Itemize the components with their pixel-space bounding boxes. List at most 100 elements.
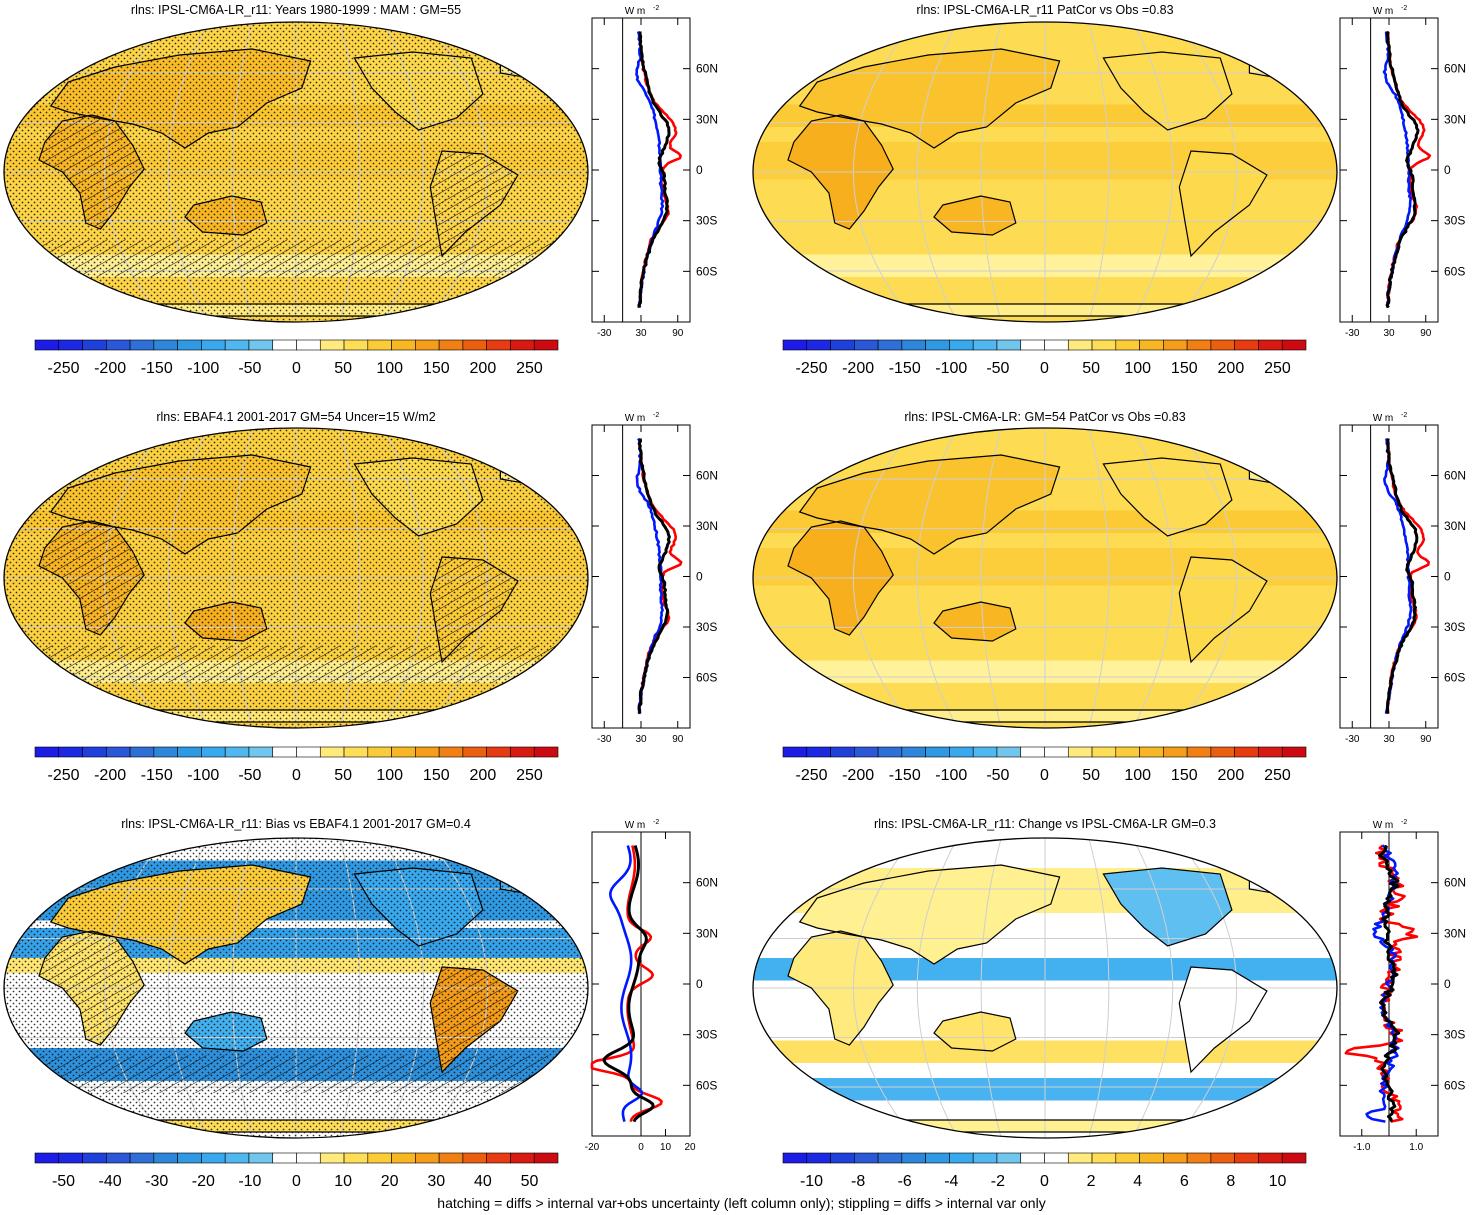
colorbar: -250 -200 -150 -100 -50 0 50 100 150 200 250 — [34, 746, 559, 784]
colorbar-swatch — [438, 746, 464, 758]
colorbar-swatch — [1281, 746, 1307, 758]
x-tick-label: 10 — [660, 1142, 672, 1153]
colorbar-swatch — [224, 1152, 250, 1164]
colorbar-swatch — [1234, 746, 1259, 758]
colorbar-label: 100 — [1124, 360, 1151, 377]
colorbar-swatch — [1067, 1152, 1093, 1164]
colorbar-swatch — [462, 339, 487, 351]
colorbar-label: 6 — [1180, 1173, 1189, 1190]
colorbar-label: -100 — [935, 360, 967, 377]
colorbar-swatch — [486, 339, 511, 351]
lat-label: 60N — [1444, 876, 1466, 890]
colorbar-label: 0 — [292, 360, 301, 377]
colorbar-label: 250 — [516, 767, 543, 784]
colorbar-swatch — [106, 339, 131, 351]
profile-units-exponent: -2 — [1401, 5, 1407, 12]
zonal-profile: W m -2 60N 30N 0 30S 60S -30 30 90 — [591, 5, 718, 339]
colorbar-label: 4 — [1133, 1173, 1142, 1190]
panel-title: rlns: IPSL-CM6A-LR_r11: Years 1980-1999 … — [131, 3, 461, 17]
colorbar-swatch — [996, 1152, 1022, 1164]
coastline-eurasia — [798, 454, 1061, 555]
x-tick-label: -30 — [1345, 328, 1360, 339]
colorbar-swatch — [224, 746, 250, 758]
lat-label: 60S — [696, 1078, 717, 1092]
colorbar-label: 8 — [1226, 1173, 1235, 1190]
colorbar-swatch — [1186, 1152, 1212, 1164]
graticule-lon — [1132, 428, 1174, 728]
colorbar-label: -250 — [796, 360, 828, 377]
colorbar-swatch — [830, 339, 855, 351]
profile-line-black — [1385, 438, 1419, 714]
x-tick-label: 30 — [635, 734, 647, 745]
graticule-lon — [1176, 22, 1237, 322]
coastline-samerica — [1178, 966, 1268, 1074]
graticule-lon — [916, 428, 958, 728]
colorbar-swatch — [367, 339, 392, 351]
colorbar-swatch — [877, 1152, 903, 1164]
profile-line-black — [637, 31, 671, 308]
profile-frame — [591, 17, 691, 323]
colorbar-swatch — [106, 746, 131, 758]
x-tick-label: -1.0 — [1353, 1142, 1371, 1153]
region-namerica — [1103, 458, 1232, 536]
colorbar-label: 100 — [376, 767, 403, 784]
colorbar-swatch — [272, 339, 297, 351]
colorbar-swatch — [177, 1152, 202, 1164]
colorbar-swatch — [486, 746, 511, 758]
colorbar-swatch — [367, 1152, 392, 1164]
colorbar-swatch — [1163, 746, 1188, 758]
colorbar-label: -8 — [851, 1173, 865, 1190]
colorbar-swatch — [972, 746, 998, 758]
colorbar-label: 250 — [516, 360, 543, 377]
colorbar-label: -200 — [842, 360, 874, 377]
colorbar-label: -6 — [898, 1173, 912, 1190]
colorbar-swatch — [201, 339, 226, 351]
graticule-lon — [1176, 428, 1237, 728]
lat-label: 0 — [696, 977, 703, 991]
footnote: hatching = diffs > internal var+obs unce… — [437, 1195, 1046, 1211]
region-eurasia — [799, 455, 1060, 554]
profile-line-black — [602, 845, 655, 1123]
colorbar-label: -150 — [141, 767, 173, 784]
map — [753, 428, 1337, 728]
graticule-lon — [980, 838, 1002, 1138]
colorbar-label: 100 — [376, 360, 403, 377]
profile-units-exponent: -2 — [1401, 819, 1407, 826]
colorbar-swatch — [1139, 1152, 1164, 1164]
colorbar-swatch — [177, 339, 202, 351]
colorbar-swatch — [129, 746, 155, 758]
colorbar-label: -200 — [94, 360, 126, 377]
profile-units: W m — [1373, 6, 1394, 17]
colorbar-swatch — [438, 1152, 464, 1164]
colorbar-swatch — [949, 1152, 974, 1164]
colorbar-swatch — [129, 339, 155, 351]
colorbar-swatch — [438, 339, 464, 351]
colorbar-label: 0 — [1040, 360, 1049, 377]
colorbar-swatch — [830, 1152, 855, 1164]
colorbar-label: 20 — [381, 1173, 399, 1190]
colorbar-swatch — [510, 339, 535, 351]
colorbar-label: 0 — [1040, 1173, 1049, 1190]
zonal-profile: W m -2 60N 30N 0 30S 60S -30 30 90 — [591, 412, 718, 745]
map-border — [752, 21, 1338, 323]
region-samerica — [1179, 557, 1267, 662]
colorbar-label: 50 — [1082, 360, 1100, 377]
colorbar-swatch — [1281, 1152, 1307, 1164]
colorbar-label: -200 — [842, 767, 874, 784]
x-tick-label: 90 — [1420, 328, 1432, 339]
colorbar-label: 0 — [292, 767, 301, 784]
colorbar-swatch — [806, 746, 831, 758]
lat-label: 0 — [696, 163, 703, 177]
profile-line-red — [590, 845, 663, 1122]
lat-label: 60N — [696, 876, 718, 890]
colorbar-label: 200 — [1218, 360, 1245, 377]
colorbar-label: 250 — [1264, 767, 1291, 784]
profile-line-blue — [609, 845, 644, 1122]
map — [4, 22, 588, 322]
colorbar: -10 -8 -6 -4 -2 0 2 4 6 8 10 — [782, 1152, 1307, 1190]
colorbar-swatch — [1210, 339, 1235, 351]
graticule-lon — [1176, 838, 1237, 1138]
map-border — [3, 837, 589, 1139]
lat-label: 60S — [696, 264, 717, 278]
colorbar-label: 50 — [1082, 767, 1100, 784]
